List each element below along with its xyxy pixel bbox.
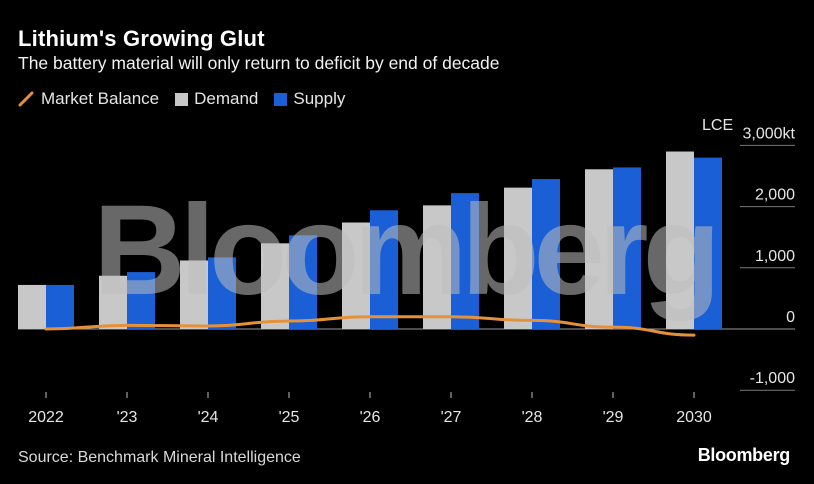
y-tick-label: 1,000	[755, 248, 795, 265]
x-tick-label: '23	[117, 409, 138, 426]
bar-supply	[613, 167, 641, 329]
source-note: Source: Benchmark Mineral Intelligence	[18, 449, 301, 466]
legend-item-supply: Supply	[274, 89, 345, 109]
legend-label-supply: Supply	[293, 89, 346, 108]
bar-supply	[46, 284, 74, 329]
line-swatch-icon	[18, 91, 34, 107]
x-tick-label: '28	[522, 409, 543, 426]
chart-title: Lithium's Growing Glut	[18, 26, 265, 51]
bar-supply	[370, 210, 398, 329]
bar-demand	[666, 151, 694, 329]
bar-demand	[585, 169, 613, 329]
y-unit-label: LCE	[702, 117, 734, 134]
bar-supply	[694, 157, 722, 329]
bar-demand	[423, 205, 451, 329]
x-tick-label: 2022	[28, 409, 64, 426]
legend-label-demand: Demand	[194, 89, 259, 108]
y-tick-label: -1,000	[750, 370, 795, 387]
bar-demand	[180, 260, 208, 329]
x-tick-label: '29	[603, 409, 624, 426]
bar-supply	[451, 193, 479, 329]
y-tick-label: 3,000kt	[743, 125, 796, 142]
y-tick-label: 0	[786, 309, 795, 326]
x-tick-label: '24	[198, 409, 219, 426]
supply-swatch-icon	[274, 92, 288, 106]
bar-demand	[18, 284, 46, 329]
x-tick-label: '27	[441, 409, 462, 426]
legend: Market Balance Demand Supply	[18, 88, 361, 110]
x-tick-label: '25	[279, 409, 300, 426]
legend-item-demand: Demand	[175, 89, 258, 109]
brand-logo: Bloomberg	[697, 445, 791, 465]
bar-supply	[127, 272, 155, 329]
bar-supply	[532, 179, 560, 329]
y-tick-label: 2,000	[755, 187, 795, 204]
bar-supply	[208, 257, 236, 329]
x-tick-label: '26	[360, 409, 381, 426]
bar-demand	[99, 275, 127, 329]
legend-item-balance: Market Balance	[18, 89, 159, 109]
bar-demand	[504, 187, 532, 329]
demand-swatch-icon	[175, 92, 189, 106]
legend-label-balance: Market Balance	[41, 89, 160, 108]
x-tick-label: 2030	[676, 409, 712, 426]
watermark: Bloomberg	[93, 179, 715, 322]
bar-demand	[342, 222, 370, 329]
chart-subtitle: The battery material will only return to…	[18, 53, 500, 73]
bar-supply	[289, 235, 317, 329]
bar-demand	[261, 243, 289, 329]
